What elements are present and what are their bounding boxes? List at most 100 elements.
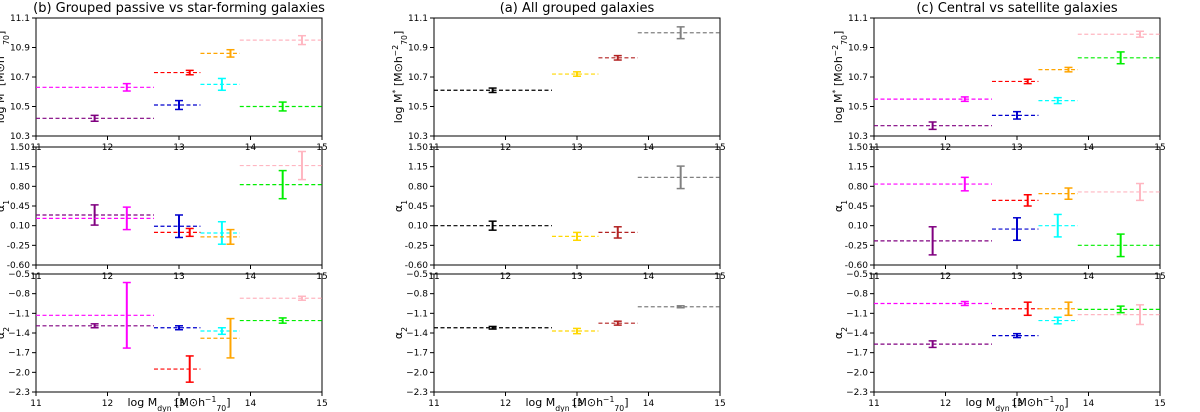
- x-tick-label: 13: [571, 399, 582, 409]
- y-tick-label: −0.8: [846, 290, 868, 300]
- x-tick-label: 13: [1011, 399, 1022, 409]
- y-axis-label-part: 70: [2, 35, 11, 45]
- x-axis-label-part: −1: [1043, 395, 1054, 404]
- y-tick-label: -0.25: [845, 241, 868, 251]
- panel-title: (b) Grouped passive vs star-forming gala…: [33, 1, 325, 16]
- y-tick-label: −1.7: [406, 349, 428, 359]
- y-tick-label: 1.50: [408, 143, 428, 153]
- y-axis-label-part: 70: [400, 35, 409, 45]
- x-tick-label: 15: [714, 399, 725, 409]
- x-axis-label-part: [M⊙h: [172, 396, 205, 409]
- y-tick-label: 0.10: [848, 222, 868, 232]
- x-axis-label-part: −1: [603, 395, 614, 404]
- y-tick-label: 0.80: [848, 182, 868, 192]
- x-tick-label: 14: [1083, 143, 1095, 153]
- x-axis-label-part: log M: [526, 396, 556, 409]
- x-tick-label: 12: [940, 143, 951, 153]
- y-axis-label: α2: [832, 327, 849, 339]
- x-axis-label-part: 70: [1054, 404, 1064, 412]
- axes-frame: [35, 273, 323, 393]
- y-tick-label: 11.1: [848, 14, 868, 24]
- y-axis-label-part: [M⊙h: [392, 56, 405, 89]
- y-tick-label: 10.5: [848, 103, 868, 113]
- y-axis-label-part: −2: [0, 45, 2, 56]
- axes-frame: [35, 146, 323, 266]
- y-tick-label: −2.0: [8, 368, 30, 378]
- x-axis-label: log Mdyn [M⊙h−170]: [128, 395, 231, 412]
- y-tick-label: −2.3: [8, 388, 30, 398]
- y-axis-label-part: ]: [0, 31, 7, 35]
- y-axis-label-part: α: [0, 205, 7, 212]
- y-tick-label: 0.45: [848, 202, 868, 212]
- y-tick-label: −0.5: [8, 270, 30, 280]
- y-tick-label: 10.3: [10, 132, 30, 142]
- x-tick-label: 14: [245, 399, 257, 409]
- y-tick-label: 1.50: [10, 143, 30, 153]
- y-axis-label-part: [M⊙h: [0, 56, 7, 89]
- y-tick-label: −1.1: [8, 309, 30, 319]
- y-axis-label: α2: [392, 327, 409, 339]
- x-tick-label: 12: [500, 272, 511, 282]
- x-axis-label-part: 70: [216, 404, 226, 412]
- y-axis-label-part: log M: [0, 93, 7, 123]
- y-tick-label: 1.15: [408, 163, 428, 173]
- x-tick-label: 13: [1011, 272, 1022, 282]
- y-tick-label: 11.1: [10, 14, 30, 24]
- x-tick-label: 14: [643, 399, 655, 409]
- axes-frame: [873, 146, 1161, 266]
- x-tick-label: 12: [500, 399, 511, 409]
- x-tick-label: 12: [940, 272, 951, 282]
- y-axis-label-part: α: [0, 332, 7, 339]
- x-tick-label: 12: [102, 399, 113, 409]
- x-axis-label-part: [M⊙h: [570, 396, 603, 409]
- y-tick-label: -0.25: [7, 241, 30, 251]
- y-axis-label-part: 2: [2, 327, 11, 332]
- y-tick-label: 10.7: [848, 73, 868, 83]
- x-tick-label: 15: [1154, 399, 1165, 409]
- x-tick-label: 13: [173, 143, 184, 153]
- x-tick-label: 11: [428, 399, 439, 409]
- x-tick-label: 14: [643, 143, 655, 153]
- y-axis-label-part: ]: [832, 31, 845, 35]
- y-tick-label: -0.25: [405, 241, 428, 251]
- y-axis-label-part: 2: [840, 327, 849, 332]
- y-tick-label: −0.5: [846, 270, 868, 280]
- y-tick-label: −2.3: [406, 388, 428, 398]
- axes-frame: [433, 146, 721, 266]
- y-axis-label-part: −2: [391, 45, 400, 56]
- y-axis-label-part: *: [391, 89, 400, 93]
- x-axis-label-part: dyn: [995, 404, 1009, 412]
- y-axis-label-part: α: [832, 332, 845, 339]
- subplot-alpha2: −2.3 −2.0 −1.7 −1.4 −1.1 −0.8 −0.5 11 12 13 14 15 α2: [0, 270, 328, 409]
- y-tick-label: −1.1: [846, 309, 868, 319]
- y-tick-label: 10.7: [10, 73, 30, 83]
- y-tick-label: -0.60: [7, 261, 31, 271]
- y-tick-label: 0.80: [10, 182, 30, 192]
- x-tick-label: 14: [245, 272, 257, 282]
- y-axis-label-part: 70: [840, 35, 849, 45]
- x-tick-label: 12: [102, 143, 113, 153]
- x-axis-label-part: ]: [226, 396, 230, 409]
- y-axis-label-part: *: [0, 89, 2, 93]
- x-axis-label-part: log M: [128, 396, 158, 409]
- subplot-alpha2: −2.3 −2.0 −1.7 −1.4 −1.1 −0.8 −0.5 11 12 13 14 15 α2: [392, 270, 726, 409]
- y-tick-label: 10.9: [848, 44, 868, 54]
- x-axis-label-part: ]: [624, 396, 628, 409]
- x-tick-label: 14: [1083, 399, 1095, 409]
- x-tick-label: 15: [316, 399, 327, 409]
- y-tick-label: -0.60: [845, 261, 869, 271]
- y-tick-label: 1.15: [848, 163, 868, 173]
- x-tick-label: 13: [173, 272, 184, 282]
- subplot-alpha2: −2.3 −2.0 −1.7 −1.4 −1.1 −0.8 −0.5 11 12 13 14 15 α2: [832, 270, 1166, 409]
- y-tick-label: −1.4: [406, 329, 428, 339]
- y-tick-label: -0.60: [405, 261, 429, 271]
- y-tick-label: 0.10: [408, 222, 428, 232]
- y-axis-label-part: 1: [2, 200, 11, 205]
